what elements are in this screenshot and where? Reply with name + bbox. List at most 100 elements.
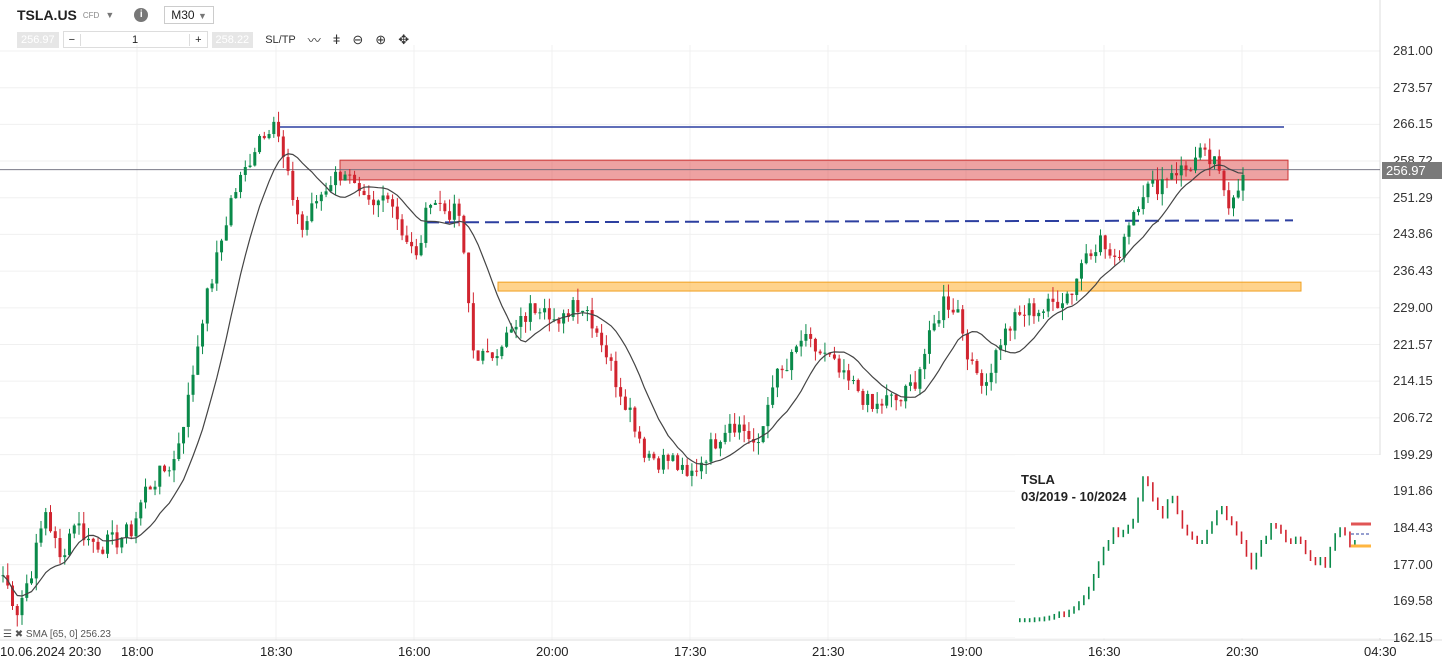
candle-body bbox=[761, 426, 765, 443]
y-tick-label: 251.29 bbox=[1393, 189, 1433, 205]
candle bbox=[1227, 182, 1231, 215]
candle bbox=[576, 288, 580, 324]
y-tick-label: 206.72 bbox=[1393, 409, 1433, 425]
candle-body bbox=[381, 195, 385, 201]
candle-body bbox=[120, 537, 124, 548]
candle bbox=[1108, 243, 1112, 259]
candle bbox=[823, 342, 827, 362]
candle bbox=[899, 399, 903, 407]
candle bbox=[58, 528, 62, 564]
candle-body bbox=[1155, 179, 1159, 195]
candle-body bbox=[1136, 209, 1140, 213]
candle bbox=[1079, 259, 1083, 291]
info-icon[interactable]: i bbox=[134, 8, 149, 22]
line-chart-icon[interactable]: 〰 bbox=[307, 33, 321, 48]
inset-candle bbox=[1285, 529, 1287, 543]
sltp-button[interactable]: SL/TP bbox=[265, 33, 296, 46]
candle-body bbox=[476, 350, 480, 361]
candle-body bbox=[486, 350, 490, 353]
candle-body bbox=[956, 309, 960, 313]
timeframe-select[interactable]: M30 ▼ bbox=[164, 6, 214, 24]
symbol-label[interactable]: TSLA.US bbox=[17, 7, 77, 23]
crosshair-icon[interactable]: ✥ bbox=[398, 31, 410, 47]
candle bbox=[562, 309, 566, 334]
candle-body bbox=[144, 486, 148, 503]
candle bbox=[723, 424, 727, 445]
candle-body bbox=[1146, 183, 1150, 198]
x-tick-label: 17:30 bbox=[674, 644, 707, 659]
candle-body bbox=[524, 316, 528, 322]
zoom-out-icon[interactable]: ⊖ bbox=[352, 31, 364, 47]
indicator-settings-icon[interactable]: ☰ bbox=[3, 629, 12, 640]
candle-body bbox=[58, 538, 62, 558]
candle-body bbox=[642, 438, 646, 458]
candle-body bbox=[538, 312, 542, 314]
candle-body bbox=[386, 195, 390, 200]
y-tick-label: 199.29 bbox=[1393, 446, 1433, 462]
candle-body bbox=[695, 470, 699, 472]
dashed-trendline[interactable] bbox=[424, 219, 1294, 224]
candle-body bbox=[220, 240, 224, 253]
support-zone[interactable] bbox=[497, 281, 1302, 292]
quantity-input[interactable]: 1 bbox=[80, 33, 191, 46]
candle-body bbox=[1037, 312, 1041, 317]
candle-body bbox=[747, 431, 751, 439]
candle-body bbox=[1179, 165, 1183, 176]
inset-candle bbox=[1290, 538, 1292, 544]
candle-body bbox=[918, 369, 922, 389]
candle bbox=[1103, 234, 1107, 259]
candle bbox=[53, 526, 57, 549]
inset-candle bbox=[1112, 527, 1115, 544]
candle-body bbox=[989, 372, 993, 383]
candle-body bbox=[823, 352, 827, 354]
candle bbox=[277, 111, 281, 143]
candle bbox=[414, 238, 418, 260]
candle bbox=[661, 448, 665, 474]
candle-body bbox=[657, 458, 661, 470]
trade-bar: 256.97 − 1 + 258.22 SL/TP 〰 ǂ ⊖ ⊕ ✥ bbox=[17, 30, 409, 49]
candle bbox=[372, 190, 376, 215]
candle-body bbox=[1075, 278, 1079, 295]
candle-body bbox=[410, 241, 414, 247]
candle bbox=[866, 390, 870, 413]
candle-body bbox=[942, 296, 946, 321]
inset-candles bbox=[1019, 476, 1371, 623]
zoom-in-icon[interactable]: ⊕ bbox=[375, 31, 387, 47]
candle bbox=[163, 464, 167, 473]
candle-body bbox=[305, 221, 309, 230]
increase-button[interactable]: + bbox=[195, 33, 202, 46]
candle-body bbox=[794, 346, 798, 352]
candle-body bbox=[110, 532, 114, 535]
candle-body bbox=[623, 396, 627, 410]
candle-body bbox=[946, 296, 950, 310]
sell-button[interactable]: 256.97 bbox=[17, 31, 59, 48]
candle-body bbox=[53, 531, 57, 539]
quantity-stepper[interactable]: − 1 + bbox=[62, 31, 208, 48]
candle bbox=[628, 397, 632, 423]
indicator-legend[interactable]: ☰ ✖ SMA [65, 0] 256.23 bbox=[3, 629, 111, 640]
candle bbox=[1170, 164, 1174, 181]
candle-body bbox=[1117, 256, 1121, 258]
buy-button[interactable]: 258.22 bbox=[211, 31, 254, 48]
candle bbox=[120, 537, 124, 554]
candle-body bbox=[718, 441, 722, 449]
candle bbox=[918, 366, 922, 396]
candle bbox=[243, 160, 247, 182]
candlestick-icon[interactable]: ǂ bbox=[332, 32, 341, 47]
candle bbox=[809, 327, 813, 348]
decrease-button[interactable]: − bbox=[68, 33, 76, 46]
candle bbox=[6, 563, 10, 589]
candle bbox=[220, 238, 224, 261]
candle bbox=[1060, 293, 1064, 321]
candle bbox=[519, 307, 523, 339]
candle bbox=[942, 284, 946, 328]
candle bbox=[728, 414, 732, 442]
symbol-dropdown-icon[interactable]: ▼ bbox=[105, 10, 115, 20]
candle bbox=[324, 182, 328, 198]
remove-indicator-icon[interactable]: ✖ bbox=[14, 629, 24, 640]
candle-body bbox=[1174, 173, 1178, 176]
candle bbox=[975, 359, 979, 375]
candle bbox=[229, 195, 233, 227]
candle-body bbox=[505, 332, 509, 347]
candle bbox=[1041, 309, 1045, 319]
